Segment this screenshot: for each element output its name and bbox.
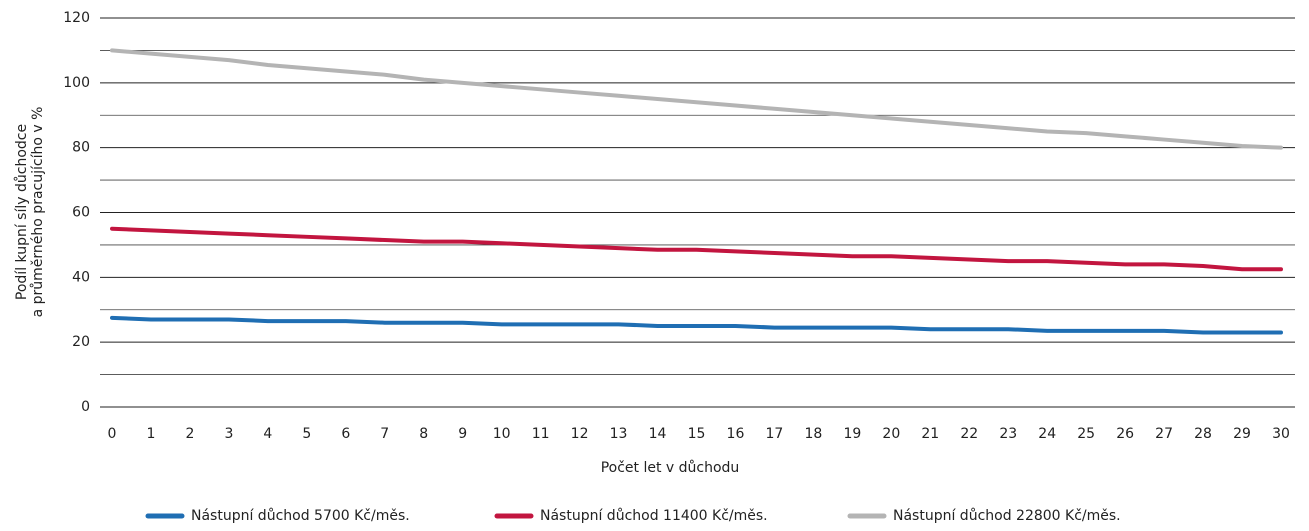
legend-label: Nástupní důchod 11400 Kč/měs.	[540, 508, 768, 524]
x-tick-label: 7	[380, 426, 389, 442]
x-tick-label: 21	[921, 426, 939, 442]
x-tick-label: 11	[532, 426, 550, 442]
x-axis-label: Počet let v důchodu	[601, 460, 740, 476]
series-line	[110, 48, 1283, 150]
x-tick-label: 8	[419, 426, 428, 442]
y-tick-label: 0	[81, 399, 90, 415]
series-line	[110, 315, 1283, 335]
y-tick-label: 60	[72, 205, 90, 221]
y-axis-label: a průměrného pracujícího v %	[30, 107, 46, 318]
x-tick-label: 13	[610, 426, 628, 442]
x-tick-label: 4	[263, 426, 272, 442]
x-tick-label: 30	[1272, 426, 1290, 442]
legend-label: Nástupní důchod 22800 Kč/měs.	[893, 508, 1121, 524]
y-tick-label: 120	[63, 10, 90, 26]
y-axis-label: Podíl kupní síly důchodce	[14, 124, 30, 300]
x-tick-label: 18	[804, 426, 822, 442]
x-tick-label: 25	[1077, 426, 1095, 442]
x-tick-label: 12	[571, 426, 589, 442]
y-tick-label: 100	[63, 75, 90, 91]
x-tick-label: 3	[224, 426, 233, 442]
x-tick-label: 10	[493, 426, 511, 442]
x-tick-label: 27	[1155, 426, 1173, 442]
legend-label: Nástupní důchod 5700 Kč/měs.	[191, 508, 410, 524]
x-tick-label: 16	[727, 426, 745, 442]
x-tick-label: 17	[766, 426, 784, 442]
x-tick-label: 29	[1233, 426, 1251, 442]
y-tick-label: 80	[72, 140, 90, 156]
y-tick-label: 40	[72, 269, 90, 285]
y-tick-label: 20	[72, 334, 90, 350]
x-tick-label: 14	[649, 426, 667, 442]
x-tick-label: 15	[688, 426, 706, 442]
x-tick-label: 22	[960, 426, 978, 442]
x-tick-label: 28	[1194, 426, 1212, 442]
x-tick-label: 2	[185, 426, 194, 442]
x-tick-label: 24	[1038, 426, 1056, 442]
x-tick-label: 0	[108, 426, 117, 442]
x-tick-label: 9	[458, 426, 467, 442]
x-tick-label: 23	[999, 426, 1017, 442]
x-tick-label: 5	[302, 426, 311, 442]
x-tick-label: 6	[341, 426, 350, 442]
x-tick-label: 26	[1116, 426, 1134, 442]
x-tick-label: 1	[147, 426, 156, 442]
series-line	[110, 226, 1283, 272]
x-tick-label: 19	[843, 426, 861, 442]
x-tick-label: 20	[882, 426, 900, 442]
